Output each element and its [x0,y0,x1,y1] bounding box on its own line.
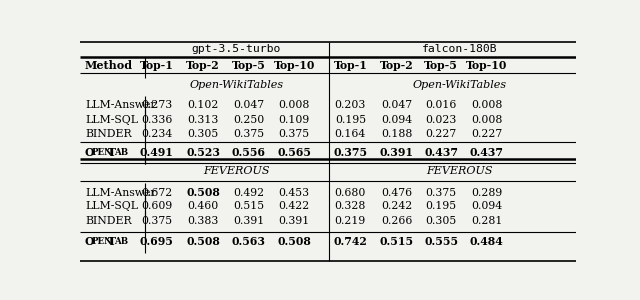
Text: 0.742: 0.742 [333,236,367,247]
Text: 0.375: 0.375 [233,129,264,139]
Text: 0.336: 0.336 [141,115,173,124]
Text: 0.008: 0.008 [471,115,502,124]
Text: Top-1: Top-1 [140,60,174,70]
Text: 0.008: 0.008 [471,100,502,110]
Text: 0.375: 0.375 [333,147,367,158]
Text: 0.437: 0.437 [470,147,504,158]
Text: 0.203: 0.203 [335,100,366,110]
Text: 0.305: 0.305 [426,216,457,226]
Text: 0.508: 0.508 [186,236,220,247]
Text: 0.008: 0.008 [278,100,310,110]
Text: falcon-180B: falcon-180B [422,44,497,54]
Text: 0.227: 0.227 [426,129,457,139]
Text: Open-WikiTables: Open-WikiTables [412,80,506,90]
Text: 0.227: 0.227 [471,129,502,139]
Text: T: T [108,236,116,247]
Text: 0.565: 0.565 [277,147,311,158]
Text: 0.195: 0.195 [335,115,366,124]
Text: 0.422: 0.422 [278,202,310,212]
Text: 0.016: 0.016 [426,100,457,110]
Text: Top-10: Top-10 [273,60,315,70]
Text: PEN: PEN [92,237,113,246]
Text: 0.219: 0.219 [335,216,366,226]
Text: 0.313: 0.313 [188,115,219,124]
Text: 0.047: 0.047 [381,100,412,110]
Text: 0.672: 0.672 [141,188,173,198]
Text: 0.102: 0.102 [188,100,219,110]
Text: 0.515: 0.515 [233,202,264,212]
Text: Top-2: Top-2 [380,60,413,70]
Text: BINDER: BINDER [85,216,132,226]
Text: 0.188: 0.188 [381,129,412,139]
Text: 0.556: 0.556 [232,147,266,158]
Text: Top-5: Top-5 [424,60,458,70]
Text: LLM-Answer: LLM-Answer [85,188,156,198]
Text: FEVEROUS: FEVEROUS [203,167,269,176]
Text: 0.281: 0.281 [471,216,502,226]
Text: LLM-SQL: LLM-SQL [85,202,138,212]
Text: 0.047: 0.047 [233,100,264,110]
Text: 0.250: 0.250 [233,115,264,124]
Text: AB: AB [114,148,128,157]
Text: 0.391: 0.391 [278,216,310,226]
Text: 0.391: 0.391 [233,216,264,226]
Text: 0.094: 0.094 [471,202,502,212]
Text: 0.195: 0.195 [426,202,457,212]
Text: 0.242: 0.242 [381,202,412,212]
Text: 0.273: 0.273 [141,100,173,110]
Text: 0.515: 0.515 [380,236,413,247]
Text: BINDER: BINDER [85,129,132,139]
Text: 0.375: 0.375 [278,129,310,139]
Text: 0.328: 0.328 [335,202,366,212]
Text: 0.164: 0.164 [335,129,366,139]
Text: 0.289: 0.289 [471,188,502,198]
Text: 0.437: 0.437 [424,147,458,158]
Text: 0.491: 0.491 [140,147,174,158]
Text: LLM-Answer: LLM-Answer [85,100,156,110]
Text: 0.695: 0.695 [140,236,174,247]
Text: 0.460: 0.460 [188,202,219,212]
Text: 0.266: 0.266 [381,216,412,226]
Text: O: O [85,236,95,247]
Text: 0.094: 0.094 [381,115,412,124]
Text: 0.391: 0.391 [380,147,413,158]
Text: 0.492: 0.492 [233,188,264,198]
Text: AB: AB [114,237,128,246]
Text: 0.609: 0.609 [141,202,173,212]
Text: 0.508: 0.508 [186,187,220,198]
Text: Method: Method [85,60,133,70]
Text: FEVEROUS: FEVEROUS [426,167,493,176]
Text: gpt-3.5-turbo: gpt-3.5-turbo [191,44,281,54]
Text: Top-10: Top-10 [466,60,508,70]
Text: 0.023: 0.023 [426,115,457,124]
Text: 0.484: 0.484 [470,236,504,247]
Text: 0.305: 0.305 [188,129,219,139]
Text: 0.383: 0.383 [188,216,219,226]
Text: LLM-SQL: LLM-SQL [85,115,138,124]
Text: O: O [85,147,95,158]
Text: 0.234: 0.234 [141,129,173,139]
Text: 0.375: 0.375 [141,216,172,226]
Text: 0.680: 0.680 [335,188,366,198]
Text: 0.375: 0.375 [426,188,457,198]
Text: 0.476: 0.476 [381,188,412,198]
Text: Top-1: Top-1 [333,60,367,70]
Text: 0.563: 0.563 [232,236,266,247]
Text: 0.523: 0.523 [186,147,220,158]
Text: Open-WikiTables: Open-WikiTables [189,80,284,90]
Text: Top-5: Top-5 [232,60,266,70]
Text: 0.453: 0.453 [278,188,310,198]
Text: T: T [108,147,116,158]
Text: 0.109: 0.109 [278,115,310,124]
Text: 0.508: 0.508 [277,236,311,247]
Text: 0.555: 0.555 [424,236,458,247]
Text: Top-2: Top-2 [186,60,220,70]
Text: PEN: PEN [92,148,113,157]
